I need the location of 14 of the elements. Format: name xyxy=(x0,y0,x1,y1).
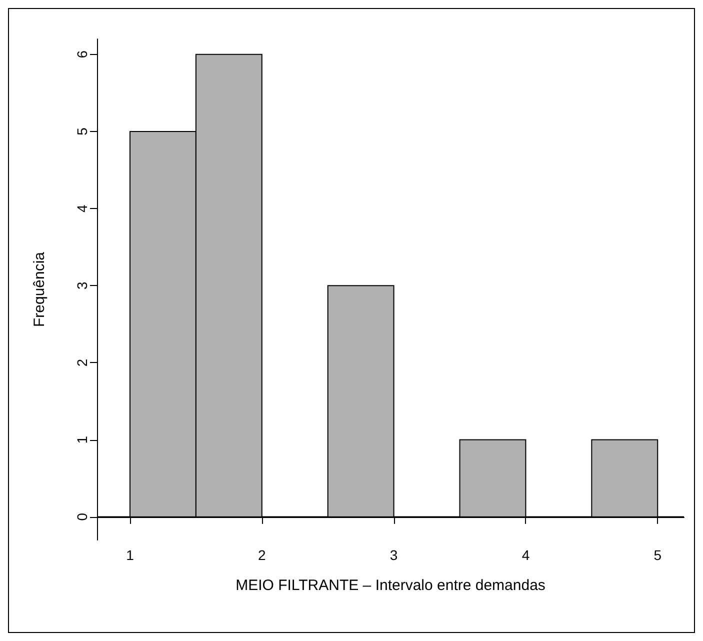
y-tick-label: 1 xyxy=(74,436,90,444)
y-tick-label: 0 xyxy=(74,512,90,521)
y-tick-label: 5 xyxy=(74,127,90,136)
y-axis-title: Frequência xyxy=(31,251,48,328)
x-axis-title: MEIO FILTRANTE – Intervalo entre demandas xyxy=(236,577,546,594)
y-tick-label: 2 xyxy=(74,358,90,367)
y-tick-label: 6 xyxy=(74,50,90,58)
y-tick-label: 3 xyxy=(74,282,90,290)
x-tick-label: 1 xyxy=(126,547,134,563)
x-tick-label: 5 xyxy=(654,547,662,563)
x-tick-label: 3 xyxy=(390,547,398,563)
x-tick-label: 2 xyxy=(258,547,266,563)
y-tick-label: 4 xyxy=(74,204,90,212)
x-tick-label: 4 xyxy=(522,547,530,563)
